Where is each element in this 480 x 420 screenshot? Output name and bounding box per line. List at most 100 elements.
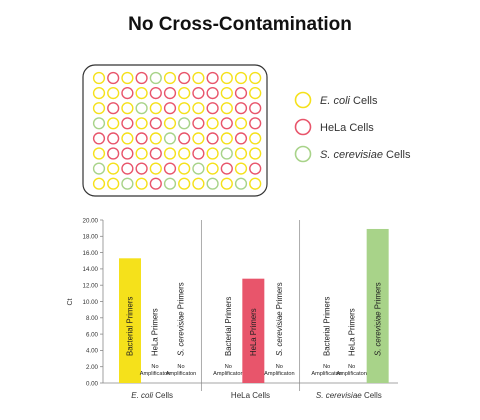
- well-hela: [192, 117, 205, 130]
- well-hela: [121, 162, 134, 175]
- primer-label: HeLa Primers: [151, 308, 160, 356]
- well-hela: [135, 71, 148, 85]
- well-ecoli: [107, 117, 120, 130]
- well-hela: [178, 132, 191, 145]
- well-scerevisiae: [92, 162, 106, 175]
- y-tick-label: 8.00: [86, 315, 99, 322]
- well-hela: [163, 102, 177, 115]
- group-label: HeLa Cells: [231, 391, 270, 400]
- y-tick-label: 6.00: [86, 331, 99, 338]
- well-hela: [121, 117, 134, 130]
- well-hela: [107, 71, 120, 85]
- well-hela: [249, 162, 262, 175]
- well-hela: [220, 162, 233, 175]
- y-tick-label: 16.00: [83, 250, 99, 257]
- well-hela: [220, 117, 233, 130]
- well-ecoli: [107, 177, 120, 190]
- legend-swatch-scerevisiae: [294, 145, 312, 163]
- well-hela: [206, 71, 219, 85]
- y-tick-label: 2.00: [86, 364, 99, 371]
- well-hela: [107, 132, 120, 145]
- primer-label: Bacterial Primers: [224, 297, 233, 356]
- well-ecoli: [135, 86, 148, 100]
- bar: [119, 258, 141, 383]
- well-ecoli: [220, 177, 233, 190]
- well-ecoli: [135, 147, 148, 160]
- primer-label: S. cerevisiae Primers: [275, 282, 284, 356]
- well-plate: [82, 64, 268, 197]
- well-ecoli: [249, 147, 262, 160]
- well-ecoli: [149, 162, 162, 175]
- no-amplification-label: No Amplificaton: [213, 364, 243, 377]
- primer-label: Bacterial Primers: [322, 297, 331, 356]
- legend-swatch-hela: [294, 118, 312, 136]
- well-scerevisiae: [178, 117, 191, 130]
- well-ecoli: [121, 102, 134, 115]
- well-ecoli: [234, 71, 248, 85]
- well-hela: [121, 86, 134, 100]
- legend: E. coli Cells HeLa Cells S. cerevisiae Cel…: [294, 91, 411, 163]
- well-ecoli: [249, 132, 262, 145]
- well-ecoli: [178, 162, 191, 175]
- well-ecoli: [178, 102, 191, 115]
- primer-label: S. cerevisiae Primers: [373, 282, 382, 356]
- y-tick-label: 10.00: [83, 299, 99, 306]
- well-ecoli: [206, 147, 219, 160]
- well-ecoli: [234, 147, 248, 160]
- bar: [366, 228, 389, 383]
- legend-swatch-ecoli: [294, 91, 312, 109]
- well-hela: [206, 132, 219, 145]
- well-ecoli: [121, 132, 134, 145]
- well-hela: [178, 71, 191, 85]
- well-hela: [249, 102, 262, 115]
- no-amplification-label: No Amplificaton: [166, 364, 196, 377]
- well-ecoli: [234, 162, 248, 175]
- well-ecoli: [163, 117, 177, 130]
- well-hela: [206, 102, 219, 115]
- well-hela: [206, 86, 219, 100]
- well-ecoli: [121, 71, 134, 85]
- well-hela: [107, 147, 120, 160]
- well-scerevisiae: [234, 177, 248, 190]
- well-hela: [121, 147, 134, 160]
- well-hela: [149, 147, 162, 160]
- well-ecoli: [92, 86, 106, 100]
- well-ecoli: [92, 71, 106, 85]
- well-ecoli: [249, 71, 262, 85]
- y-tick-label: 14.00: [83, 266, 99, 273]
- well-hela: [135, 132, 148, 145]
- well-scerevisiae: [135, 102, 148, 115]
- well-ecoli: [249, 177, 262, 190]
- well-ecoli: [178, 177, 191, 190]
- legend-label-scerevisiae: S. cerevisiae Cells: [320, 149, 411, 161]
- primer-label: HeLa Primers: [347, 308, 356, 356]
- well-scerevisiae: [163, 177, 177, 190]
- well-ecoli: [135, 117, 148, 130]
- no-amplification-label: No Amplificaton: [140, 364, 170, 377]
- well-ecoli: [92, 177, 106, 190]
- well-scerevisiae: [92, 117, 106, 130]
- well-hela: [234, 102, 248, 115]
- well-hela: [234, 86, 248, 100]
- plate-outline: [82, 64, 268, 197]
- well-ecoli: [92, 102, 106, 115]
- well-ecoli: [178, 147, 191, 160]
- well-ecoli: [234, 117, 248, 130]
- well-scerevisiae: [163, 132, 177, 145]
- y-tick-label: 12.00: [83, 283, 99, 290]
- well-hela: [192, 147, 205, 160]
- well-ecoli: [220, 102, 233, 115]
- well-hela: [135, 162, 148, 175]
- well-ecoli: [192, 132, 205, 145]
- primer-label: HeLa Primers: [249, 308, 258, 356]
- well-ecoli: [192, 71, 205, 85]
- no-amplification-label: No Amplificaton: [311, 364, 341, 377]
- primer-label: Bacterial Primers: [126, 297, 135, 356]
- page-title: No Cross-Contamination: [128, 14, 352, 35]
- well-ecoli: [107, 86, 120, 100]
- no-amplification-label: No Amplificaton: [264, 364, 294, 377]
- primer-label: S. cerevisiae Primers: [177, 282, 186, 356]
- well-hela: [163, 86, 177, 100]
- well-hela: [192, 86, 205, 100]
